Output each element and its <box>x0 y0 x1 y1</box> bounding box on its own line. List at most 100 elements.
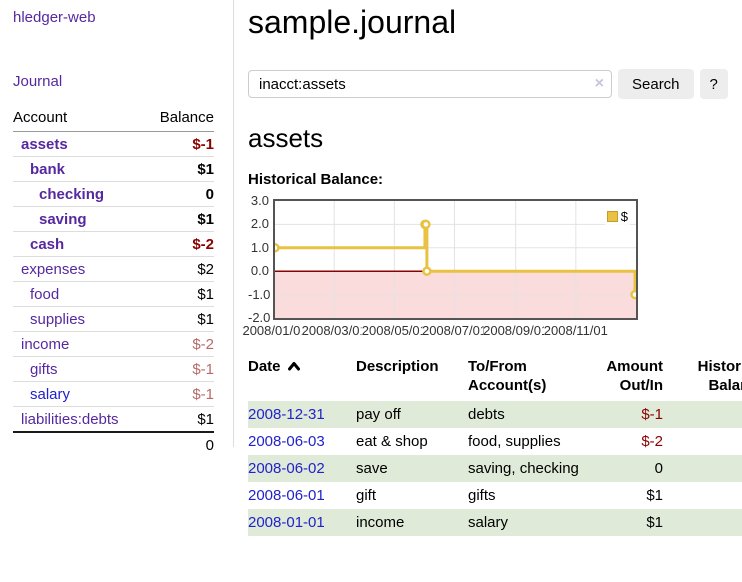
x-axis-tick: 2008/11/01 <box>543 323 608 338</box>
account-link[interactable]: expenses <box>21 260 86 278</box>
accounts-col-account: Account <box>13 106 146 132</box>
clear-search-icon[interactable]: × <box>594 75 604 92</box>
register-col-description: Description <box>356 358 439 375</box>
account-row: gifts $-1 <box>13 356 214 382</box>
register-row[interactable]: 2008-06-02 save saving, checking 0 $2 <box>248 455 742 482</box>
help-button[interactable]: ? <box>699 69 728 99</box>
account-balance: $1 <box>145 281 214 307</box>
register-accounts-cell: debts <box>468 406 505 423</box>
register-row[interactable]: 2008-01-01 income salary $1 $1 <box>248 509 742 536</box>
accounts-table: Account Balance assets $-1 bank $1 checking 0… <box>13 106 214 457</box>
register-balance-cell: $-1 <box>671 401 742 428</box>
register-description-cell: eat & shop <box>356 433 428 450</box>
account-link[interactable]: checking <box>39 185 105 203</box>
accounts-total: 0 <box>145 431 214 457</box>
register-balance-cell: $1 <box>671 509 742 536</box>
account-balance: $-1 <box>145 381 214 407</box>
account-balance: 0 <box>145 181 214 207</box>
account-row: bank $1 <box>13 156 214 182</box>
transaction-date-link[interactable]: 2008-06-03 <box>248 433 325 450</box>
register-balance-cell: $2 <box>671 455 742 482</box>
account-balance: $-1 <box>145 356 214 382</box>
chart-plot-area[interactable]: $ <box>273 199 638 320</box>
data-point-marker[interactable] <box>421 219 431 230</box>
register-amount-cell: $1 <box>646 487 663 504</box>
data-point-marker[interactable] <box>630 289 636 300</box>
register-amount-cell: $-2 <box>641 433 663 450</box>
account-row: saving $1 <box>13 206 214 232</box>
account-row: food $1 <box>13 281 214 307</box>
y-axis-tick: 2.0 <box>250 216 269 232</box>
x-axis-tick: 2008/03/01 <box>301 323 367 338</box>
account-link[interactable]: cash <box>30 235 65 253</box>
register-description-cell: income <box>356 514 405 531</box>
account-balance: $2 <box>145 256 214 282</box>
account-row: assets $-1 <box>13 132 214 157</box>
account-heading: assets <box>248 123 324 153</box>
search-input[interactable] <box>248 70 612 98</box>
accounts-total-row: 0 <box>13 431 214 457</box>
account-link[interactable]: food <box>30 285 60 303</box>
account-balance: $-1 <box>192 135 214 153</box>
accounts-col-balance: Balance <box>145 106 214 132</box>
transaction-date-link[interactable]: 2008-12-31 <box>248 406 325 423</box>
account-balance: $1 <box>145 156 214 182</box>
account-link[interactable]: supplies <box>30 310 86 328</box>
data-point-marker[interactable] <box>275 243 280 253</box>
register-description-cell: gift <box>356 487 377 504</box>
app-brand-link[interactable]: hledger-web <box>13 9 96 26</box>
register-header-row: Date Description To/From Account(s) Amount … <box>248 355 742 401</box>
account-link[interactable]: gifts <box>30 360 58 378</box>
nav-journal-link[interactable]: Journal <box>13 73 63 90</box>
register-date-cell: 2008-06-02 <box>248 455 356 482</box>
register-description-cell: pay off <box>356 406 401 423</box>
register-accounts-cell: saving, checking <box>468 460 579 477</box>
register-row[interactable]: 2008-06-01 gift gifts $1 $2 <box>248 482 742 509</box>
account-link[interactable]: saving <box>39 210 87 228</box>
account-row: income $-2 <box>13 331 214 357</box>
transaction-date-link[interactable]: 2008-06-02 <box>248 460 325 477</box>
account-link[interactable]: income <box>21 335 70 353</box>
x-axis-tick: 2008/05/01 <box>361 323 427 338</box>
register-date-cell: 2008-01-01 <box>248 509 356 536</box>
register-amount-cell: 0 <box>654 460 663 477</box>
account-link[interactable]: bank <box>30 160 66 178</box>
account-row: liabilities:debts $1 <box>13 406 214 432</box>
register-row[interactable]: 2008-12-31 pay off debts $-1 $-1 <box>248 401 742 428</box>
register-col-date: Date <box>248 355 356 401</box>
account-balance: $1 <box>145 406 214 432</box>
register-col-historical: Historical Balance <box>697 358 742 394</box>
search-button[interactable]: Search <box>618 69 694 99</box>
sidebar-nav: Journal <box>13 72 233 91</box>
chart-title: Historical Balance: <box>248 171 384 188</box>
register-row[interactable]: 2008-06-03 eat & shop food, supplies $-2 0 <box>248 428 742 455</box>
sort-asc-icon[interactable] <box>287 360 301 372</box>
register-amount-cell: $1 <box>646 514 663 531</box>
register-balance-cell: $2 <box>671 482 742 509</box>
register-date-cell: 2008-06-01 <box>248 482 356 509</box>
account-balance: $-2 <box>145 231 214 257</box>
account-row: expenses $2 <box>13 256 214 282</box>
account-link[interactable]: salary <box>30 385 71 403</box>
register-accounts-cell: salary <box>468 514 509 531</box>
account-link[interactable]: liabilities:debts <box>21 410 119 428</box>
chart-canvas <box>275 201 636 318</box>
account-row: salary $-1 <box>13 381 214 407</box>
account-row: cash $-2 <box>13 231 214 257</box>
register-balance-cell: 0 <box>671 428 742 455</box>
y-axis-tick: -1.0 <box>248 286 271 302</box>
account-link[interactable]: assets <box>21 135 68 153</box>
search-form: × Search ? <box>248 69 736 99</box>
legend-swatch-icon <box>606 211 618 222</box>
account-balance: $-2 <box>145 331 214 357</box>
search-box: × <box>248 70 612 98</box>
legend-label: $ <box>620 209 628 224</box>
data-point-marker[interactable] <box>422 266 432 276</box>
register-accounts-cell: gifts <box>468 487 496 504</box>
main-content: sample.journal × Search ? assets Histori… <box>242 0 742 536</box>
transaction-date-link[interactable]: 2008-01-01 <box>248 514 325 531</box>
register-col-amount: Amount Out/In <box>606 358 663 394</box>
register-col-to: To/From Account(s) <box>468 358 547 394</box>
transaction-date-link[interactable]: 2008-06-01 <box>248 487 325 504</box>
account-balance: $1 <box>145 306 214 332</box>
